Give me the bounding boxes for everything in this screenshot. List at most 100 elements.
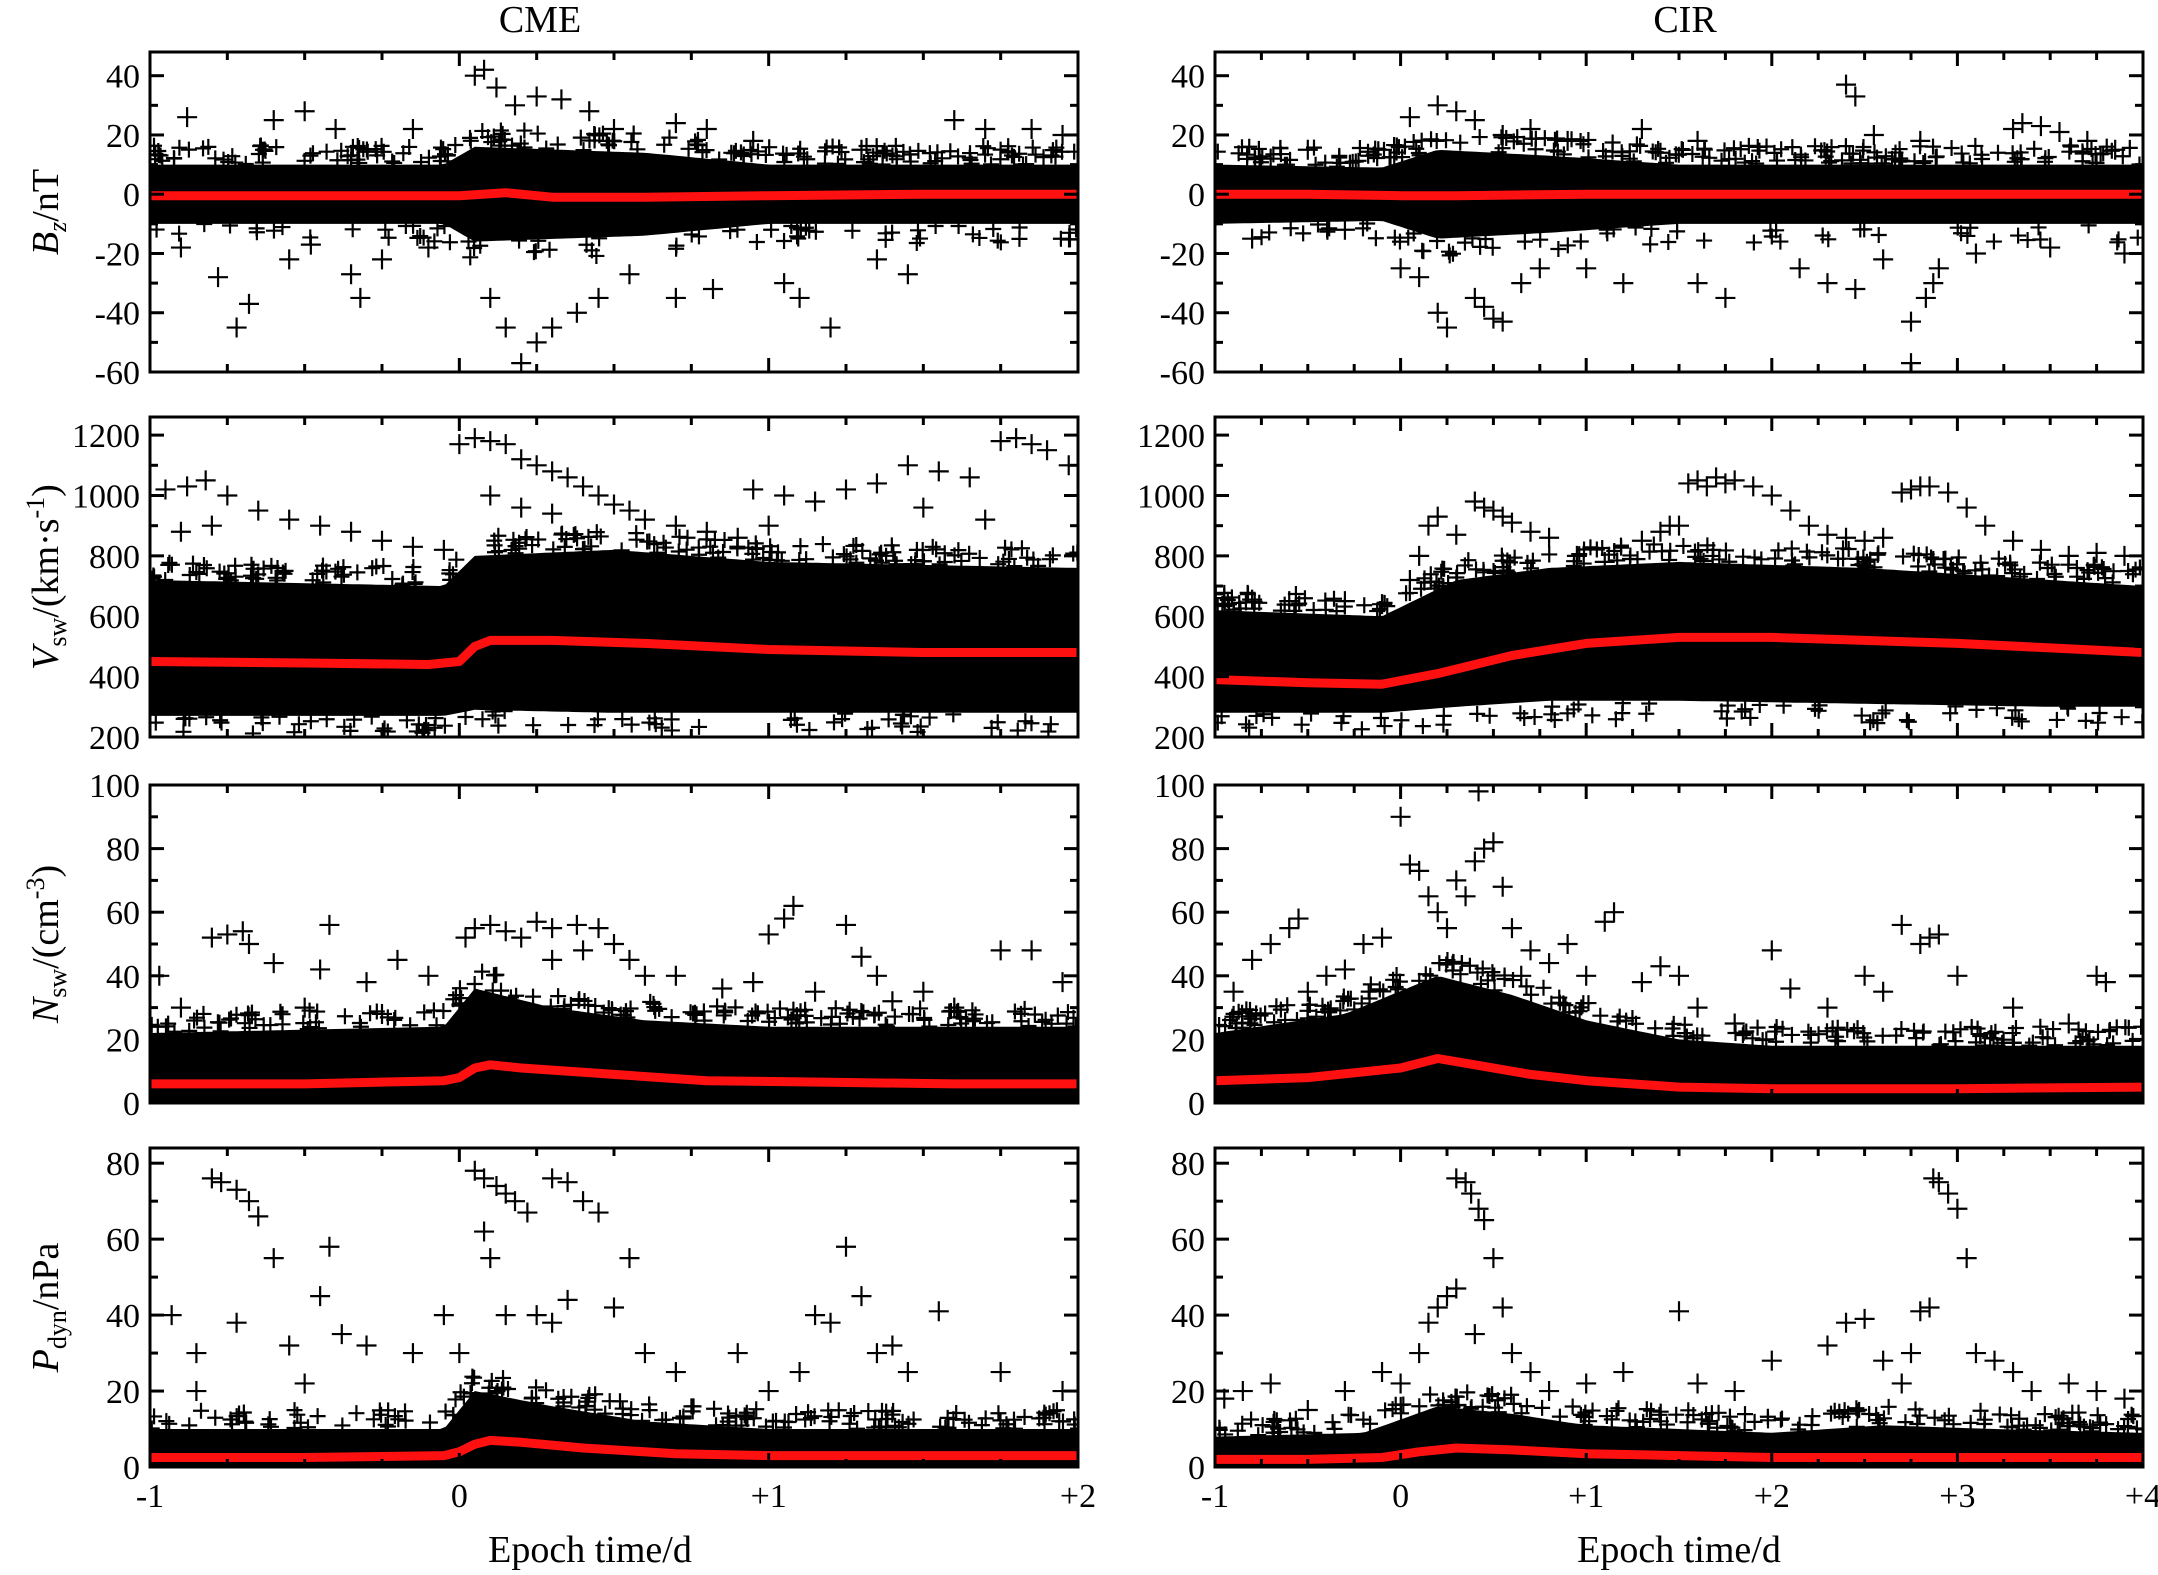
data-point [1848, 1418, 1865, 1435]
data-point [776, 153, 793, 170]
data-point [491, 137, 508, 154]
y-tick-label: 80 [106, 832, 140, 869]
data-point [1715, 1471, 1731, 1487]
data-point-outlier [248, 1206, 269, 1227]
data-point-outlier [619, 500, 640, 521]
data-point-outlier [1260, 148, 1281, 169]
data-point-outlier [1947, 965, 1968, 986]
data-point-outlier [1669, 1301, 1689, 1322]
data-point [1835, 540, 1852, 557]
data-point [1266, 1014, 1283, 1031]
data-point [1035, 1409, 1052, 1426]
data-point [647, 1002, 664, 1019]
data-point [188, 1097, 191, 1103]
data-point [576, 540, 593, 557]
data-point [2013, 713, 2030, 730]
data-point [588, 247, 605, 264]
data-point [1371, 981, 1388, 998]
data-point [1992, 1461, 1995, 1467]
data-point-outlier [201, 1168, 222, 1189]
data-point [428, 1017, 445, 1034]
data-point [875, 1113, 891, 1129]
data-point [1565, 701, 1582, 718]
data-point [613, 542, 630, 559]
data-point-outlier [372, 530, 392, 551]
data-point [775, 145, 792, 162]
data-point [865, 148, 882, 165]
data-point [349, 151, 366, 168]
data-point [1926, 1409, 1943, 1426]
data-point [581, 1386, 598, 1403]
data-point [1805, 1476, 1821, 1492]
data-point [198, 709, 215, 726]
data-point [474, 963, 491, 980]
data-point [1598, 221, 1615, 238]
data-point [1490, 144, 1507, 161]
data-point [867, 552, 884, 569]
mean-line-cir-vsw [1215, 632, 2143, 689]
data-point [846, 1468, 862, 1484]
data-point [853, 1003, 870, 1020]
data-point [1938, 1459, 1955, 1467]
data-point [1215, 714, 1226, 731]
data-point [1846, 1023, 1863, 1040]
data-point [1343, 1407, 1360, 1424]
data-point-outlier [1492, 124, 1513, 145]
data-point-outlier [474, 59, 495, 80]
data-point [369, 1474, 385, 1490]
data-point [364, 560, 381, 577]
data-point [571, 991, 588, 1008]
data-point [351, 1014, 368, 1031]
data-point-outlier [588, 485, 609, 506]
data-point-outlier [990, 1362, 1011, 1383]
data-point-outlier [975, 509, 996, 530]
data-point [1550, 240, 1567, 257]
data-point-outlier [474, 1168, 495, 1189]
data-point-outlier [1761, 940, 1782, 961]
data-point [538, 1382, 555, 1399]
data-point-outlier [294, 101, 315, 122]
data-point-outlier [1446, 1168, 1467, 1189]
data-point [1767, 1023, 1784, 1040]
data-point [384, 570, 401, 587]
data-point [1592, 1007, 1609, 1024]
data-point [1959, 227, 1976, 244]
data-point [483, 134, 500, 151]
data-point [619, 1009, 636, 1026]
data-point [271, 708, 288, 725]
data-point [1505, 1395, 1522, 1412]
data-point [212, 712, 229, 729]
data-point [822, 1016, 839, 1033]
data-point [1773, 1410, 1790, 1427]
data-point-outlier [913, 497, 934, 518]
x-tick-label: +3 [1939, 1478, 1975, 1515]
data-point [743, 146, 760, 163]
data-point [1851, 1401, 1868, 1418]
data-point [248, 220, 265, 237]
data-point-outlier [820, 1312, 841, 1333]
data-point-outlier [433, 539, 454, 560]
y-tick-label: 20 [1171, 1374, 1205, 1411]
data-point [964, 226, 981, 243]
data-point-outlier [1353, 934, 1374, 954]
data-point [237, 155, 254, 172]
data-point [1041, 551, 1058, 568]
data-point-outlier [526, 911, 547, 932]
y-tick-label: 1000 [72, 478, 140, 515]
data-point-outlier [372, 1003, 392, 1024]
data-point-outlier [1836, 74, 1857, 95]
data-point [1422, 967, 1439, 984]
data-point [460, 233, 477, 250]
data-point [890, 1471, 906, 1487]
data-point [2110, 231, 2127, 248]
data-point [747, 1003, 764, 1020]
data-point [1676, 1025, 1693, 1042]
data-point [1410, 1461, 1413, 1467]
data-point [1335, 708, 1352, 725]
data-point [748, 233, 765, 250]
data-point-outlier [1631, 530, 1652, 551]
data-point [171, 225, 188, 242]
data-point [334, 1417, 351, 1434]
data-point-outlier [511, 927, 532, 948]
